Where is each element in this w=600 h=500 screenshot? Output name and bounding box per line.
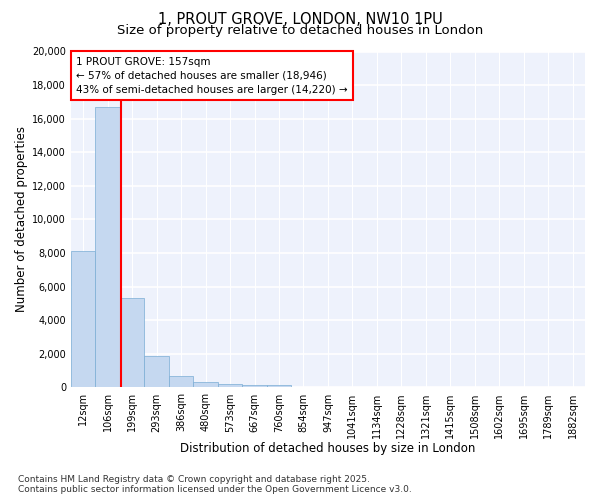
Text: 1, PROUT GROVE, LONDON, NW10 1PU: 1, PROUT GROVE, LONDON, NW10 1PU <box>158 12 442 28</box>
Bar <box>120 298 145 388</box>
Bar <box>95 107 120 388</box>
Bar <box>71 250 95 388</box>
Bar <box>242 385 267 388</box>
Text: 1 PROUT GROVE: 157sqm
← 57% of detached houses are smaller (18,946)
43% of semi-: 1 PROUT GROVE: 157sqm ← 57% of detached … <box>76 56 347 94</box>
Bar <box>267 386 291 388</box>
Y-axis label: Number of detached properties: Number of detached properties <box>15 126 28 312</box>
Bar <box>193 382 218 388</box>
X-axis label: Distribution of detached houses by size in London: Distribution of detached houses by size … <box>180 442 476 455</box>
Text: Contains HM Land Registry data © Crown copyright and database right 2025.
Contai: Contains HM Land Registry data © Crown c… <box>18 474 412 494</box>
Text: Size of property relative to detached houses in London: Size of property relative to detached ho… <box>117 24 483 37</box>
Bar <box>145 356 169 388</box>
Bar <box>169 376 193 388</box>
Bar <box>218 384 242 388</box>
